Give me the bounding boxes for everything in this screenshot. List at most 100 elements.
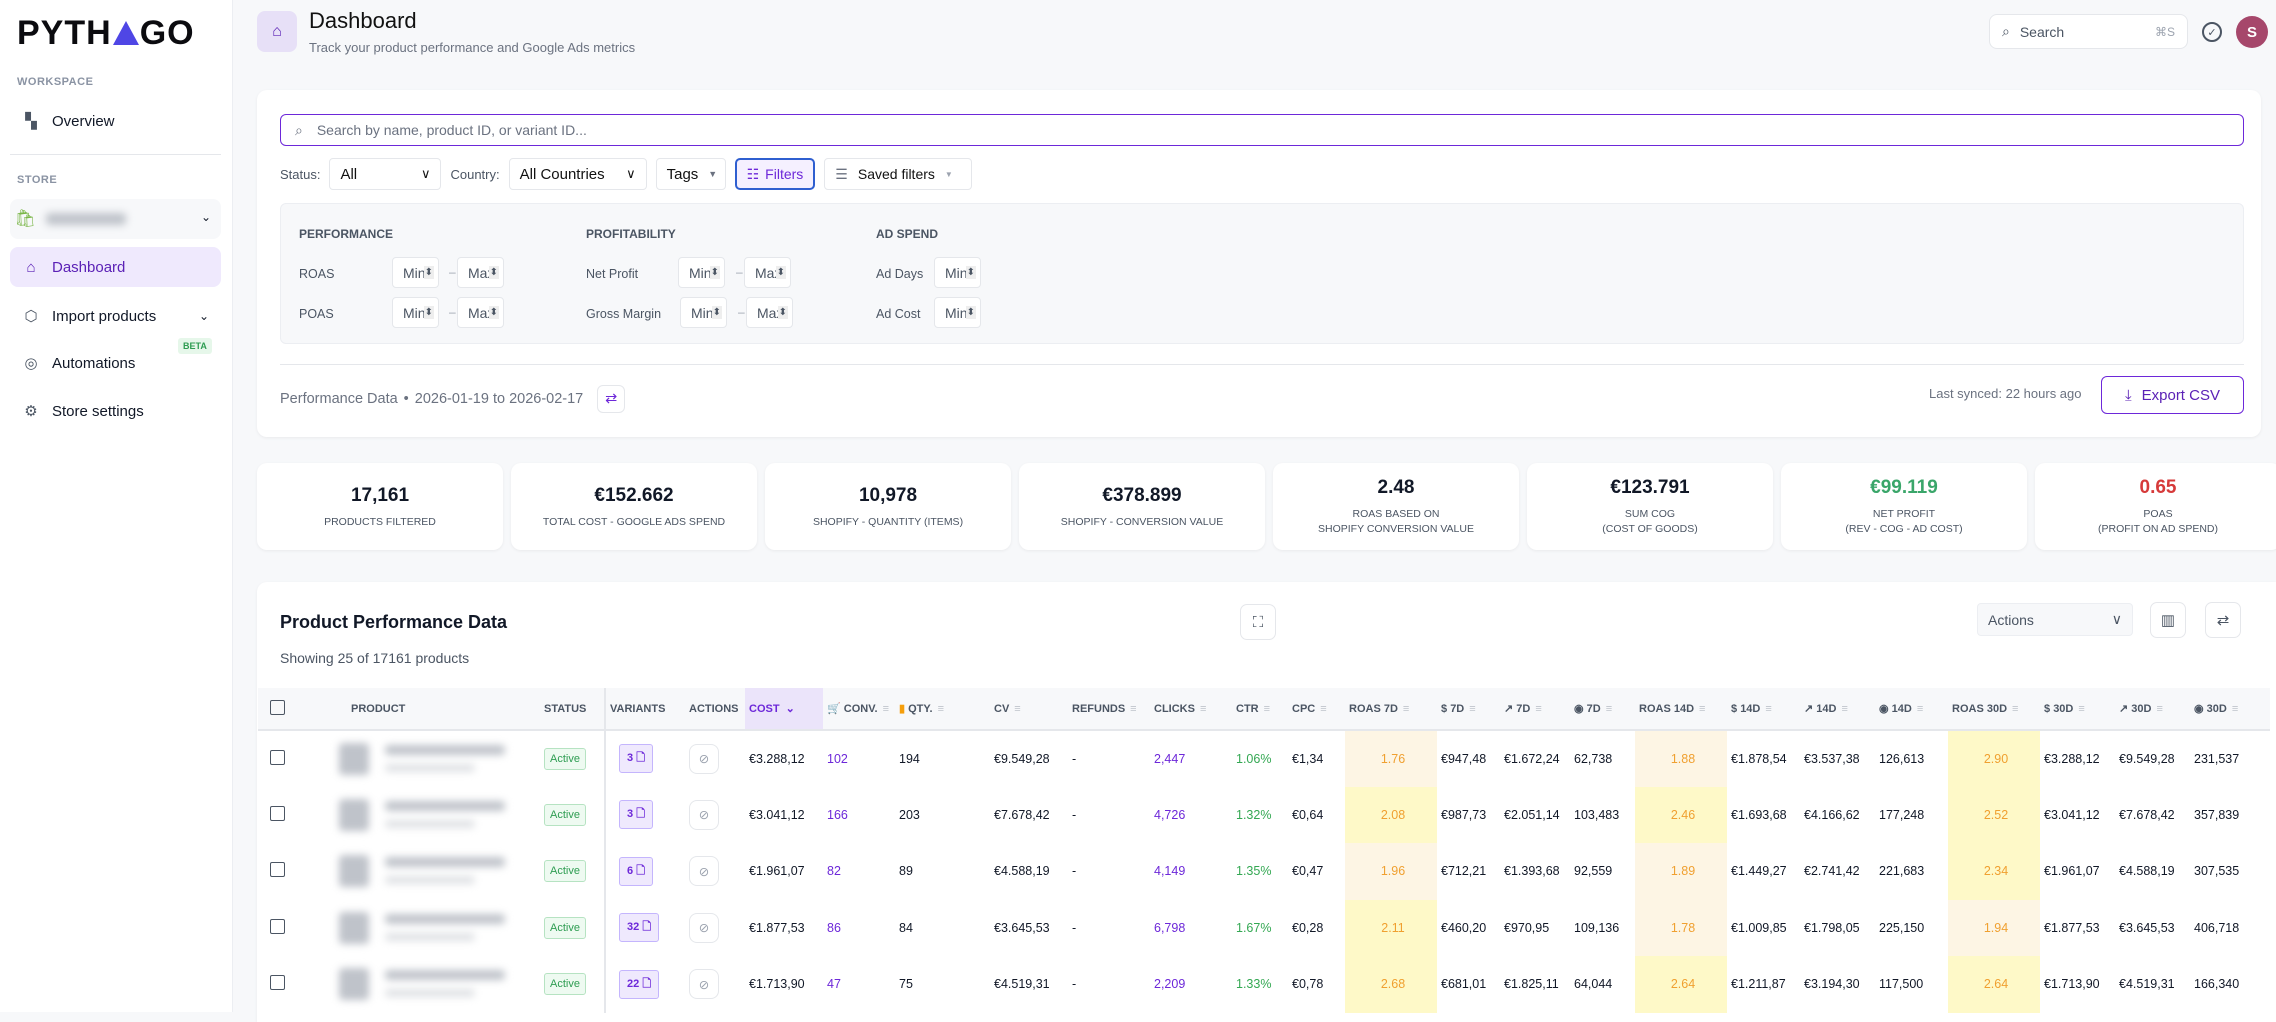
performance-heading: PERFORMANCE xyxy=(299,227,394,241)
export-csv-button[interactable]: ⤓ Export CSV xyxy=(2101,376,2244,414)
column-header[interactable]: CTR ≡ xyxy=(1232,688,1288,731)
poas-max-input[interactable]: Max xyxy=(457,297,504,328)
table-row[interactable]: Active 3 🗋 ⊘ €3.041,12 166 203 €7.678,42 - 4,726… xyxy=(258,786,2270,844)
variants-badge[interactable]: 32 🗋 xyxy=(619,913,660,943)
avatar[interactable]: S xyxy=(2236,16,2268,48)
product-cell[interactable] xyxy=(335,787,540,844)
check-circle-icon[interactable]: ✓ xyxy=(2202,22,2222,42)
column-header[interactable]: ◉ 30D ≡ xyxy=(2190,688,2270,731)
column-header[interactable]: COST ⌄ xyxy=(745,688,823,731)
column-header[interactable]: $ 7D ≡ xyxy=(1437,688,1500,731)
filter-lines-icon: ≡ xyxy=(1535,703,1542,715)
product-cell[interactable] xyxy=(335,900,540,957)
sidebar-item-automations[interactable]: ◎ Automations xyxy=(10,343,221,383)
expand-icon: ⛶ xyxy=(1252,613,1264,631)
net-profit-min-input[interactable]: Min xyxy=(678,257,725,288)
variants-cell: 3 🗋 xyxy=(604,786,685,843)
store-selector[interactable]: 🛍 ⌄ xyxy=(10,199,221,239)
sidebar-item-overview[interactable]: ▚ Overview xyxy=(10,101,221,141)
data-cell: 2.52 xyxy=(1948,786,2040,843)
table-row[interactable]: Active 22 🗋 ⊘ €1.713,90 47 75 €4.519,31 - 2,209 1… xyxy=(258,956,2270,1013)
gross-margin-min-input[interactable]: Min xyxy=(680,297,727,328)
column-header[interactable]: REFUNDS ≡ xyxy=(1068,688,1150,731)
table-row[interactable]: Active 32 🗋 ⊘ €1.877,53 86 84 €3.645,53 - 6,798 1… xyxy=(258,899,2270,957)
compare-toggle-icon[interactable]: ⇄ xyxy=(597,385,626,413)
column-label: 30D xyxy=(2131,703,2152,715)
variants-badge[interactable]: 6 🗋 xyxy=(619,856,654,886)
column-header[interactable]: ROAS 7D ≡ xyxy=(1345,688,1437,731)
filters-button[interactable]: ☷ Filters xyxy=(734,158,816,190)
data-cell: €9.549,28 xyxy=(2119,751,2175,766)
sidebar-item-store-settings[interactable]: ⚙ Store settings xyxy=(10,391,221,431)
download-icon: ⤓ xyxy=(2124,386,2132,404)
pythago-logo[interactable]: PYTH GO xyxy=(17,14,195,53)
gross-margin-max-input[interactable]: Max xyxy=(746,297,793,328)
column-header[interactable]: ROAS 14D ≡ xyxy=(1635,688,1727,731)
column-label: 7D xyxy=(1586,703,1601,715)
data-cell: 166,340 xyxy=(2194,977,2240,992)
column-header[interactable]: ↗ 14D ≡ xyxy=(1800,688,1875,731)
row-checkbox[interactable] xyxy=(270,805,285,821)
product-cell[interactable] xyxy=(335,843,540,900)
disable-icon[interactable]: ⊘ xyxy=(689,856,719,887)
disable-icon[interactable]: ⊘ xyxy=(689,743,719,774)
variants-badge[interactable]: 3 🗋 xyxy=(619,744,654,774)
variants-badge[interactable]: 22 🗋 xyxy=(619,969,660,999)
table-row[interactable]: Active 3 🗋 ⊘ €3.288,12 102 194 €9.549,28 - 2,447… xyxy=(258,730,2270,787)
product-cell[interactable] xyxy=(335,730,540,787)
sidebar-item-dashboard[interactable]: ⌂ Dashboard xyxy=(10,247,221,287)
product-thumbnail xyxy=(339,855,369,887)
placeholder: Max xyxy=(755,264,782,281)
column-header[interactable]: ▮ QTY. ≡ xyxy=(895,688,990,731)
column-header[interactable]: ↗ 30D ≡ xyxy=(2115,688,2190,731)
column-header[interactable]: ↗ 7D ≡ xyxy=(1500,688,1570,731)
disable-icon[interactable]: ⊘ xyxy=(689,912,719,943)
columns-button[interactable]: ▥ xyxy=(2150,602,2186,638)
shopify-icon: 🛍 xyxy=(14,209,36,228)
column-header[interactable]: CPC ≡ xyxy=(1288,688,1345,731)
page-title: Dashboard xyxy=(309,8,417,33)
row-checkbox[interactable] xyxy=(270,918,285,934)
data-cell: 2.90 xyxy=(1948,730,2040,787)
row-checkbox-cell xyxy=(258,843,335,900)
data-cell: 225,150 xyxy=(1879,920,1925,935)
layout-icon: ▚ xyxy=(25,113,37,130)
select-all-checkbox[interactable] xyxy=(270,699,285,715)
fullscreen-button[interactable]: ⛶ xyxy=(1240,604,1276,640)
variants-badge[interactable]: 3 🗋 xyxy=(619,800,654,830)
roas-max-input[interactable]: Max xyxy=(457,257,504,288)
stat-value: €123.791 xyxy=(1610,477,1690,498)
row-checkbox[interactable] xyxy=(270,862,285,878)
saved-filters-dropdown[interactable]: ☰ Saved filters ▼ xyxy=(824,158,973,190)
stat-label: NET PROFIT (REV - COG - AD COST) xyxy=(1845,508,1963,535)
country-select[interactable]: All Countries ∨ xyxy=(508,158,647,190)
column-header[interactable]: ROAS 30D ≡ xyxy=(1948,688,2040,731)
disable-icon[interactable]: ⊘ xyxy=(689,969,719,1000)
column-header[interactable]: CLICKS ≡ xyxy=(1150,688,1232,731)
global-search[interactable]: ⌕ Search ⌘S xyxy=(1989,14,2188,49)
product-cell[interactable] xyxy=(335,956,540,1013)
row-checkbox[interactable] xyxy=(270,749,285,765)
disable-icon[interactable]: ⊘ xyxy=(689,799,719,830)
column-header[interactable]: $ 30D ≡ xyxy=(2040,688,2115,731)
tags-dropdown[interactable]: Tags ▼ xyxy=(655,158,726,190)
column-header[interactable]: $ 14D ≡ xyxy=(1727,688,1800,731)
column-header[interactable]: CV ≡ xyxy=(990,688,1068,731)
poas-min-input[interactable]: Min xyxy=(392,297,439,328)
roas-min-input[interactable]: Min xyxy=(392,257,439,288)
actions-dropdown[interactable]: Actions ∨ xyxy=(1977,603,2133,636)
column-header[interactable]: 🛒 CONV. ≡ xyxy=(823,688,895,731)
swap-button[interactable]: ⇄ xyxy=(2205,602,2241,638)
net-profit-max-input[interactable]: Max xyxy=(744,257,791,288)
sidebar-item-import-products[interactable]: ⬡ Import products ⌄ xyxy=(10,296,221,336)
table-row[interactable]: Active 6 🗋 ⊘ €1.961,07 82 89 €4.588,19 - 4,149 1.… xyxy=(258,843,2270,900)
column-header[interactable]: ◉ 14D ≡ xyxy=(1875,688,1948,731)
row-checkbox[interactable] xyxy=(270,975,285,991)
ad-days-min-input[interactable]: Min xyxy=(934,257,981,288)
filter-lines-icon: ≡ xyxy=(1605,703,1613,715)
ad-cost-min-input[interactable]: Min xyxy=(934,297,981,328)
product-search-input[interactable]: ⌕ Search by name, product ID, or variant … xyxy=(280,114,2244,146)
data-cell: €1.877,53 xyxy=(749,920,805,935)
column-header[interactable]: ◉ 7D ≡ xyxy=(1570,688,1635,731)
status-select[interactable]: All ∨ xyxy=(329,158,442,190)
